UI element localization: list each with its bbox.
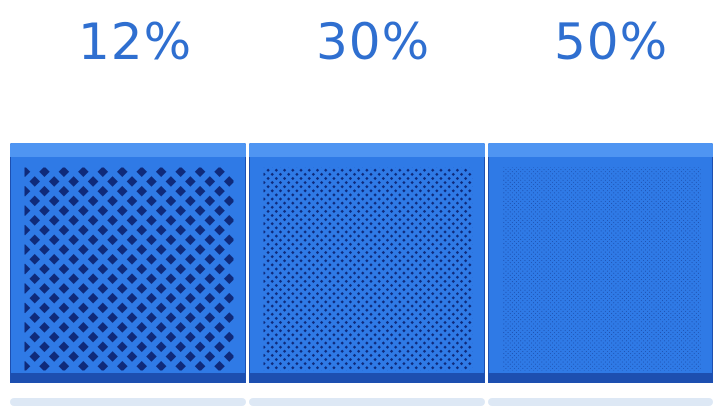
- sample-top-edge: [249, 143, 485, 157]
- infill-line: [629, 288, 713, 374]
- infill-line: [654, 314, 713, 374]
- infill-line: [654, 164, 713, 224]
- infill-line: [549, 208, 713, 374]
- infill-line: [608, 267, 713, 374]
- infill-line: [553, 212, 713, 374]
- sample-top-edge: [10, 143, 246, 157]
- infill-line: [633, 164, 713, 246]
- infill-line: [621, 280, 713, 374]
- infill-pattern-50: [88, 164, 713, 374]
- infill-line: [663, 164, 713, 216]
- infill-wall: [499, 164, 704, 374]
- infill-line: [574, 233, 713, 374]
- infill-line: [612, 271, 713, 374]
- infill-line: [646, 164, 713, 233]
- infill-pattern-30: [0, 163, 713, 375]
- infill-line: [621, 164, 713, 258]
- infill-line: [629, 164, 713, 250]
- sample-50-percent: [88, 143, 713, 383]
- infill-line: [659, 318, 713, 374]
- infill-line: [616, 164, 713, 262]
- infill-line: [566, 225, 713, 374]
- sample-shadow: [10, 398, 246, 406]
- infill-grid-12: [0, 162, 647, 376]
- infill-line: [650, 309, 713, 374]
- infill-line: [659, 164, 713, 220]
- infill-wall: [21, 164, 237, 374]
- infill-line: [582, 242, 713, 374]
- sample-bottom-edge: [488, 373, 713, 383]
- infill-line: [625, 284, 713, 374]
- infill-line: [561, 221, 713, 374]
- infill-line: [587, 246, 713, 374]
- infill-line: [642, 301, 713, 374]
- sample-bottom-edge: [10, 373, 246, 383]
- label-30-percent: 30%: [316, 13, 431, 71]
- infill-line: [637, 297, 713, 374]
- infill-wall: [260, 164, 476, 374]
- sample-shadow: [488, 398, 713, 406]
- infill-line: [625, 164, 713, 254]
- infill-grid-30: [0, 163, 713, 375]
- sample-12-percent: [0, 143, 647, 383]
- sample-30-percent: [0, 143, 713, 383]
- label-50-percent: 50%: [554, 13, 669, 71]
- infill-line: [650, 164, 713, 229]
- infill-line: [637, 164, 713, 241]
- sample-shadow: [249, 398, 485, 406]
- infill-line: [608, 164, 713, 271]
- infill-line: [646, 305, 713, 374]
- label-12-percent: 12%: [78, 13, 193, 71]
- infill-line: [612, 164, 713, 267]
- infill-line: [570, 229, 713, 374]
- infill-line: [633, 292, 713, 374]
- infill-line: [544, 204, 713, 374]
- infill-line: [663, 322, 713, 374]
- infill-line: [591, 250, 713, 374]
- infill-line: [540, 199, 713, 374]
- infill-grid-50: [88, 164, 713, 374]
- sample-top-edge: [488, 143, 713, 157]
- infill-line: [557, 216, 713, 374]
- infill-line: [578, 237, 713, 374]
- sample-bottom-edge: [249, 373, 485, 383]
- infill-pattern-12: [0, 162, 647, 376]
- infill-line: [642, 164, 713, 237]
- infill-line: [616, 276, 713, 374]
